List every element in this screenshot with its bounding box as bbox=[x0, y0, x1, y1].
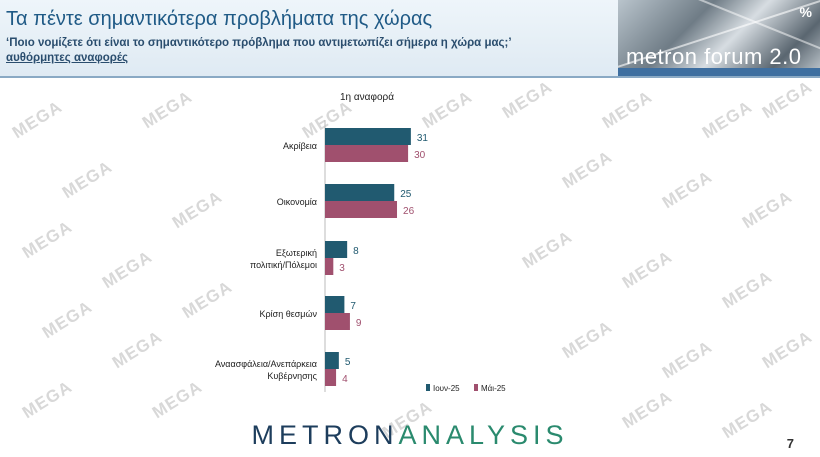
legend-label: Μάι-25 bbox=[481, 384, 506, 393]
bar-jun bbox=[325, 241, 348, 258]
data-label: 5 bbox=[345, 357, 351, 368]
data-label: 30 bbox=[414, 150, 426, 161]
data-label: 3 bbox=[339, 263, 345, 274]
bar-may bbox=[325, 369, 337, 386]
chart-title: 1η αναφορά bbox=[340, 92, 394, 103]
data-label: 31 bbox=[417, 133, 429, 144]
bar-jun bbox=[325, 128, 411, 145]
category-label: πολιτική/Πόλεμοι bbox=[250, 260, 317, 270]
bar-jun bbox=[325, 296, 345, 313]
logo-percent-mark: % bbox=[799, 4, 812, 20]
legend-swatch bbox=[426, 384, 430, 391]
bar-may bbox=[325, 258, 334, 275]
header-separator bbox=[0, 76, 820, 78]
metron-forum-logo: % metron forum 2.0 bbox=[618, 0, 820, 76]
category-label: Οικονομία bbox=[277, 197, 317, 207]
bar-may bbox=[325, 201, 398, 218]
category-label: Εξωτερική bbox=[276, 248, 317, 258]
logo-text: metron forum 2.0 bbox=[626, 44, 802, 69]
category-label: Κυβέρνησης bbox=[267, 371, 317, 381]
bar-may bbox=[325, 145, 409, 162]
legend-swatch bbox=[474, 384, 478, 391]
answer-type-text: αυθόρμητες αναφορές bbox=[6, 52, 129, 64]
data-label: 8 bbox=[353, 246, 359, 257]
category-label: Κρίση θεσμών bbox=[260, 309, 318, 319]
bar-may bbox=[325, 313, 350, 330]
data-label: 25 bbox=[400, 189, 412, 200]
category-label: Ακρίβεια bbox=[283, 141, 317, 151]
footer-analysis: ANALYSIS bbox=[398, 420, 569, 450]
metron-analysis-logo: METRONANALYSIS bbox=[0, 420, 820, 451]
data-label: 26 bbox=[403, 206, 415, 217]
category-label: Αναασφάλεια/Ανεπάρκεια bbox=[215, 359, 317, 369]
question-text: ‘Ποιο νομίζετε ότι είναι το σημαντικότερ… bbox=[6, 37, 512, 49]
page-title: Τα πέντε σημαντικότερα προβλήματα της χώ… bbox=[6, 8, 433, 30]
bar-jun bbox=[325, 184, 395, 201]
data-label: 7 bbox=[350, 301, 356, 312]
legend-label: Ιουν-25 bbox=[433, 384, 460, 393]
data-label: 4 bbox=[342, 374, 348, 385]
bar-jun bbox=[325, 352, 339, 369]
footer-metron: METRON bbox=[251, 420, 399, 450]
data-label: 9 bbox=[356, 318, 362, 329]
page-number: 7 bbox=[786, 436, 794, 451]
